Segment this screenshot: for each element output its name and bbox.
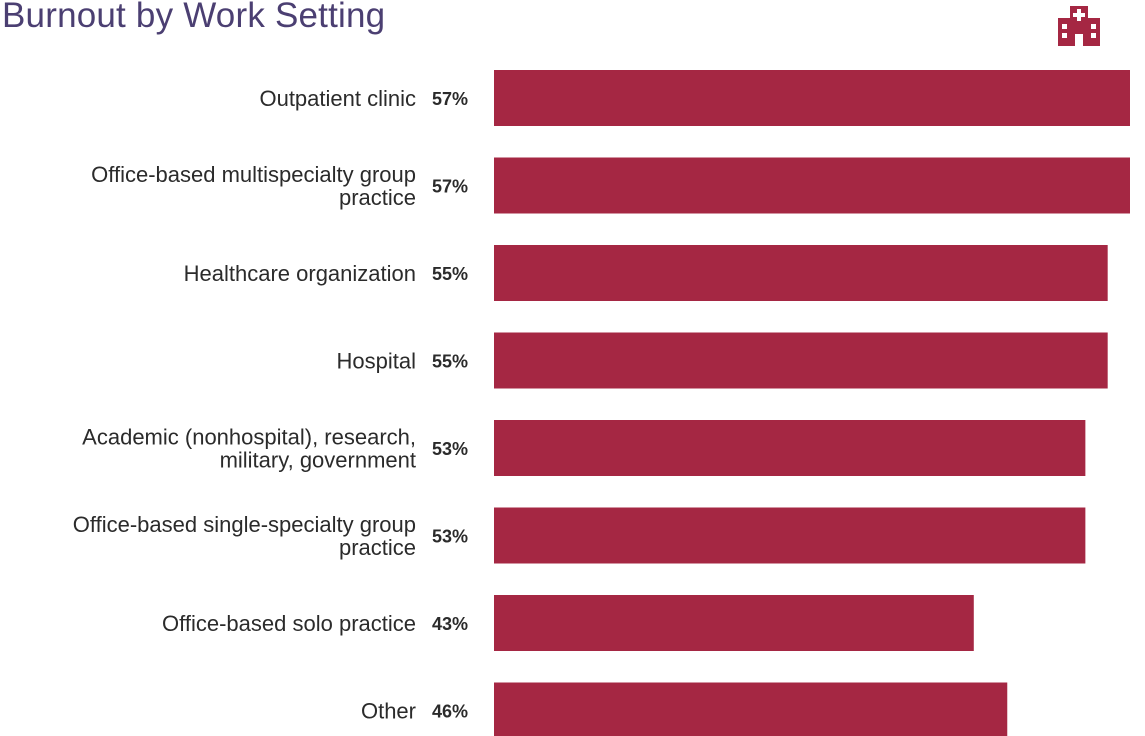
category-label: Office-based multispecialty group practic… (91, 162, 416, 210)
value-label: 57% (432, 177, 468, 197)
category-label: Office-based single-specialty group pract… (73, 512, 416, 560)
chart-title: Burnout by Work Setting (2, 0, 386, 35)
category-label: Other (361, 699, 416, 724)
value-label: 46% (432, 702, 468, 722)
bar (494, 70, 1130, 126)
value-label: 57% (432, 89, 468, 109)
category-label: Healthcare organization (184, 261, 416, 286)
bar (494, 245, 1108, 301)
value-label: 55% (432, 352, 468, 372)
bar (494, 332, 1108, 389)
hospital-icon (1058, 6, 1100, 46)
category-label: Office-based solo practice (162, 611, 416, 636)
category-label: Hospital (337, 349, 416, 374)
bar (494, 507, 1086, 564)
bar (494, 595, 974, 651)
value-label: 43% (432, 614, 468, 634)
bar (494, 682, 1008, 736)
value-label: 53% (432, 439, 468, 459)
category-label: Outpatient clinic (259, 86, 416, 111)
bar (494, 420, 1086, 476)
bar (494, 157, 1130, 214)
category-label: Academic (nonhospital), research, militar… (82, 425, 416, 473)
value-label: 55% (432, 264, 468, 284)
value-label: 53% (432, 527, 468, 547)
